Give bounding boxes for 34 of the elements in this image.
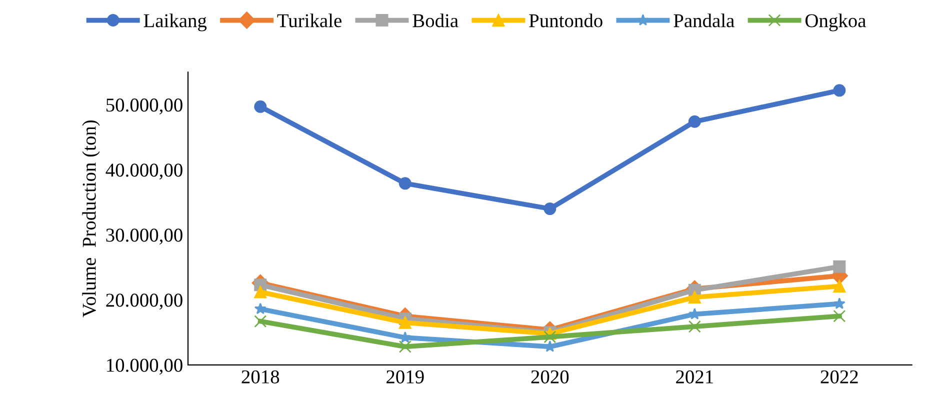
- x-tick-label: 2019: [386, 370, 424, 384]
- x-tick-label: 2022: [820, 370, 858, 384]
- y-tick-label: 10.000,00: [107, 358, 182, 375]
- point: [254, 100, 267, 113]
- point: [254, 286, 267, 298]
- legend-label: Bodia: [412, 14, 458, 28]
- point: [833, 310, 846, 322]
- point: [398, 340, 412, 353]
- point: [254, 315, 267, 328]
- point: [688, 291, 701, 304]
- point: [688, 115, 701, 128]
- legend-label: Turikale: [277, 14, 342, 28]
- legend-label: Puntondo: [529, 14, 602, 28]
- point: [544, 202, 556, 216]
- point: [688, 320, 701, 333]
- y-tick-label: 40.000,00: [106, 164, 182, 180]
- legend-label: Ongkoa: [805, 14, 866, 32]
- point: [398, 316, 412, 329]
- point: [833, 260, 846, 273]
- legend-label: Pandala: [674, 14, 734, 28]
- point: [544, 330, 556, 344]
- x-tick-label: 2020: [531, 370, 569, 384]
- y-tick-label: 30.000,00: [106, 228, 182, 245]
- x-tick-label: 2018: [242, 370, 280, 384]
- point: [833, 84, 846, 97]
- point: [254, 302, 266, 314]
- x-tick-label: 2021: [676, 370, 713, 384]
- legend-label: Laikang: [144, 14, 207, 32]
- y-tick-label: 50.000,00: [106, 98, 182, 114]
- point: [398, 177, 412, 190]
- point: [833, 280, 846, 292]
- y-tick-label: 20.000,00: [106, 294, 182, 310]
- point: [833, 298, 846, 309]
- y-axis-title: Volume Production (ton): [82, 120, 100, 318]
